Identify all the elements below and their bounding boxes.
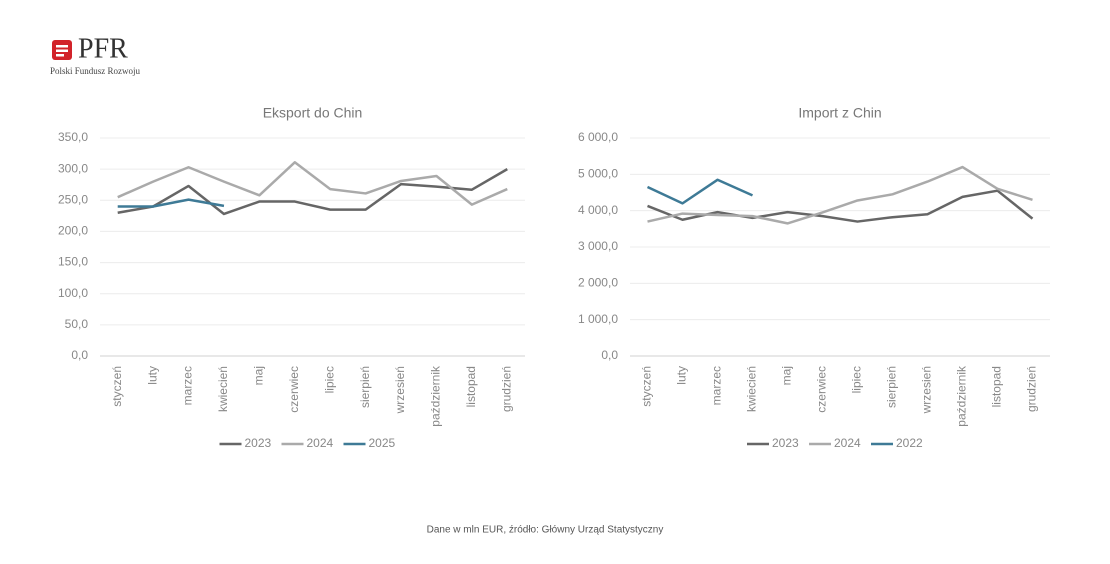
y-tick-label: 4 000,0 bbox=[578, 203, 618, 217]
y-tick-label: 300,0 bbox=[58, 161, 88, 175]
x-tick-label: czerwiec bbox=[287, 366, 301, 413]
legend-label: 2022 bbox=[896, 436, 923, 450]
chart-title: Eksport do Chin bbox=[263, 105, 363, 121]
x-tick-label: wrzesień bbox=[393, 366, 407, 414]
x-tick-label: grudzień bbox=[499, 366, 513, 412]
x-tick-label: sierpień bbox=[885, 366, 899, 408]
x-tick-label: listopad bbox=[464, 366, 478, 407]
x-tick-label: grudzień bbox=[1025, 366, 1039, 412]
series-line bbox=[117, 161, 508, 206]
x-tick-label: listopad bbox=[990, 366, 1004, 407]
x-tick-label: luty bbox=[145, 366, 159, 385]
y-tick-label: 100,0 bbox=[58, 286, 88, 300]
y-tick-label: 6 000,0 bbox=[578, 130, 618, 144]
y-tick-label: 150,0 bbox=[58, 255, 88, 269]
series-line bbox=[647, 189, 1034, 223]
x-tick-label: marzec bbox=[710, 366, 724, 405]
logo-text: PFR bbox=[78, 33, 128, 64]
y-tick-label: 1 000,0 bbox=[578, 312, 618, 326]
x-tick-label: sierpień bbox=[358, 366, 372, 408]
x-tick-label: czerwiec bbox=[815, 366, 829, 413]
x-tick-label: kwiecień bbox=[745, 366, 759, 412]
chart-title: Import z Chin bbox=[798, 105, 881, 121]
series-line bbox=[647, 165, 1033, 225]
logo-icon bbox=[52, 40, 72, 60]
x-tick-label: lipiec bbox=[322, 366, 336, 393]
series-line bbox=[117, 198, 225, 208]
y-tick-label: 50,0 bbox=[65, 317, 89, 331]
x-tick-label: maj bbox=[252, 366, 266, 385]
x-tick-label: styczeń bbox=[110, 366, 124, 407]
logo-tagline: Polski Fundusz Rozwoju bbox=[50, 66, 141, 76]
y-tick-label: 3 000,0 bbox=[578, 239, 618, 253]
series-line bbox=[117, 168, 508, 216]
footer-note: Dane w mln EUR, źródło: Główny Urząd Sta… bbox=[427, 525, 664, 536]
legend-label: 2023 bbox=[245, 436, 272, 450]
y-tick-label: 2 000,0 bbox=[578, 276, 618, 290]
x-tick-label: październik bbox=[429, 365, 443, 427]
x-tick-label: maj bbox=[780, 366, 794, 385]
y-tick-label: 200,0 bbox=[58, 224, 88, 238]
y-tick-label: 0,0 bbox=[71, 348, 88, 362]
y-tick-label: 5 000,0 bbox=[578, 167, 618, 181]
legend-label: 2023 bbox=[772, 436, 799, 450]
x-tick-label: luty bbox=[675, 366, 689, 385]
legend-label: 2024 bbox=[307, 436, 334, 450]
x-tick-label: marzec bbox=[181, 366, 195, 405]
legend-label: 2025 bbox=[369, 436, 396, 450]
x-tick-label: lipiec bbox=[850, 366, 864, 393]
legend-label: 2024 bbox=[834, 436, 861, 450]
x-tick-label: kwiecień bbox=[216, 366, 230, 412]
y-tick-label: 250,0 bbox=[58, 192, 88, 206]
x-tick-label: październik bbox=[955, 365, 969, 427]
series-line bbox=[646, 178, 754, 205]
x-tick-label: styczeń bbox=[640, 366, 654, 407]
x-tick-label: wrzesień bbox=[920, 366, 934, 414]
y-tick-label: 350,0 bbox=[58, 130, 88, 144]
y-tick-label: 0,0 bbox=[601, 348, 618, 362]
